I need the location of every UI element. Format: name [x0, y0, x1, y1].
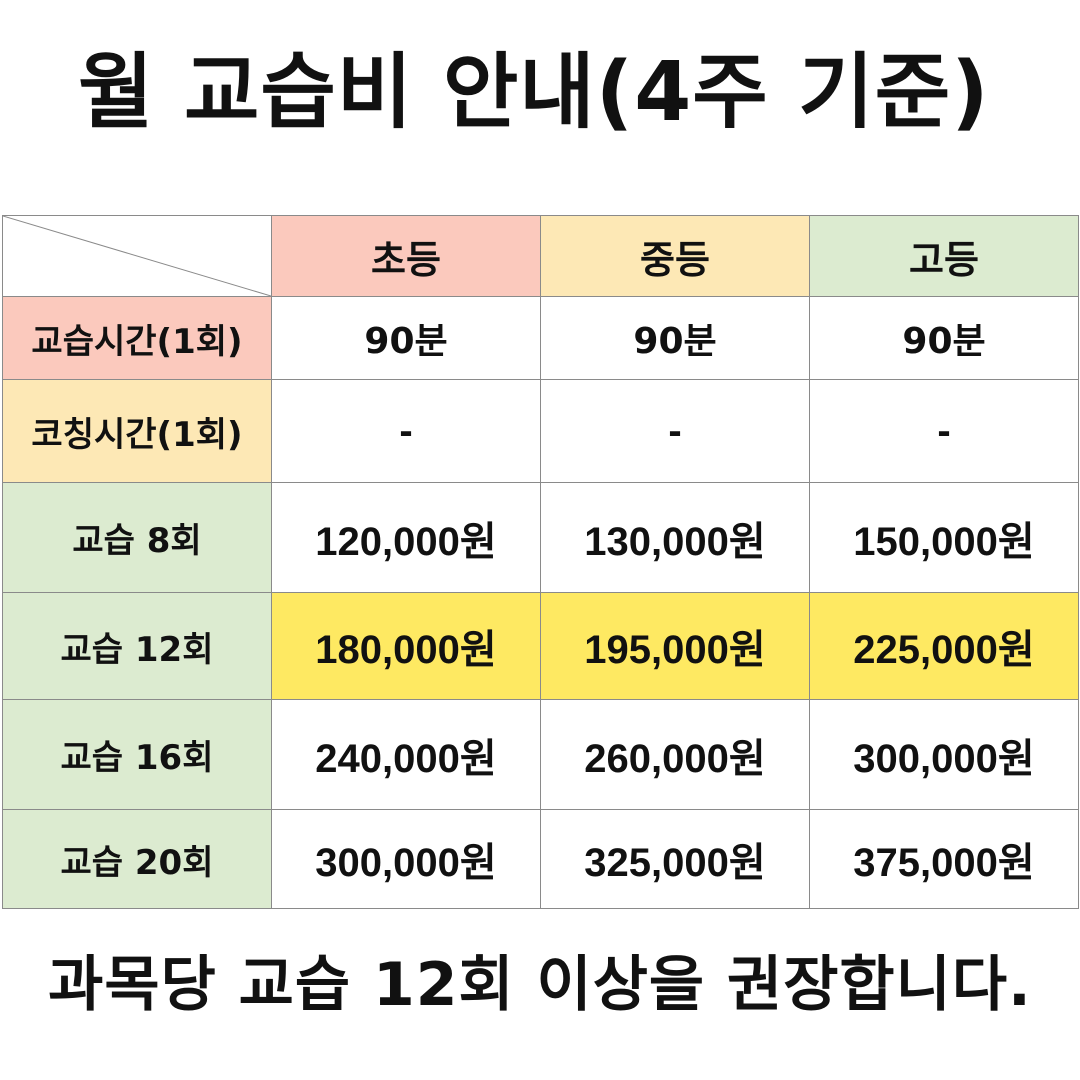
row-label: 교습 8회 [2, 482, 272, 593]
page-title: 월 교습비 안내(4주 기준) [78, 45, 990, 140]
row-label: 교습시간(1회) [2, 296, 272, 380]
table-cell-highlighted: 180,000원 [271, 592, 541, 700]
table-cell: - [540, 379, 810, 483]
table-cell: 300,000원 [809, 699, 1079, 810]
table-cell-highlighted: 225,000원 [809, 592, 1079, 700]
corner-cell [2, 215, 272, 297]
row-label: 코칭시간(1회) [2, 379, 272, 483]
table-row-20-lessons: 교습 20회 300,000원 325,000원 375,000원 [2, 809, 1079, 909]
column-header-middle: 중등 [540, 215, 810, 297]
table-cell: 90분 [540, 296, 810, 380]
table-cell: 240,000원 [271, 699, 541, 810]
row-label: 교습 20회 [2, 809, 272, 909]
table-cell: 130,000원 [540, 482, 810, 593]
table-cell: - [271, 379, 541, 483]
table-cell: 120,000원 [271, 482, 541, 593]
table-row-coaching-time: 코칭시간(1회) - - - [2, 379, 1079, 483]
table-cell: 300,000원 [271, 809, 541, 909]
diagonal-line [3, 216, 271, 296]
table-cell: - [809, 379, 1079, 483]
row-label: 교습 16회 [2, 699, 272, 810]
recommendation-note: 과목당 교습 12회 이상을 권장합니다. [48, 950, 1032, 1020]
table-cell: 375,000원 [809, 809, 1079, 909]
table-cell: 90분 [809, 296, 1079, 380]
table-cell: 150,000원 [809, 482, 1079, 593]
table-cell: 90분 [271, 296, 541, 380]
table-row-lesson-time: 교습시간(1회) 90분 90분 90분 [2, 296, 1079, 380]
column-header-high: 고등 [809, 215, 1079, 297]
table-row-16-lessons: 교습 16회 240,000원 260,000원 300,000원 [2, 699, 1079, 810]
row-label: 교습 12회 [2, 592, 272, 700]
header-row: 초등 중등 고등 [2, 215, 1079, 297]
table-cell-highlighted: 195,000원 [540, 592, 810, 700]
tuition-table: 초등 중등 고등 교습시간(1회) 90분 90분 90분 코칭시간(1회) -… [2, 215, 1079, 909]
table-row-12-lessons: 교습 12회 180,000원 195,000원 225,000원 [2, 592, 1079, 700]
column-header-elementary: 초등 [271, 215, 541, 297]
table-cell: 260,000원 [540, 699, 810, 810]
table-row-8-lessons: 교습 8회 120,000원 130,000원 150,000원 [2, 482, 1079, 593]
table-cell: 325,000원 [540, 809, 810, 909]
